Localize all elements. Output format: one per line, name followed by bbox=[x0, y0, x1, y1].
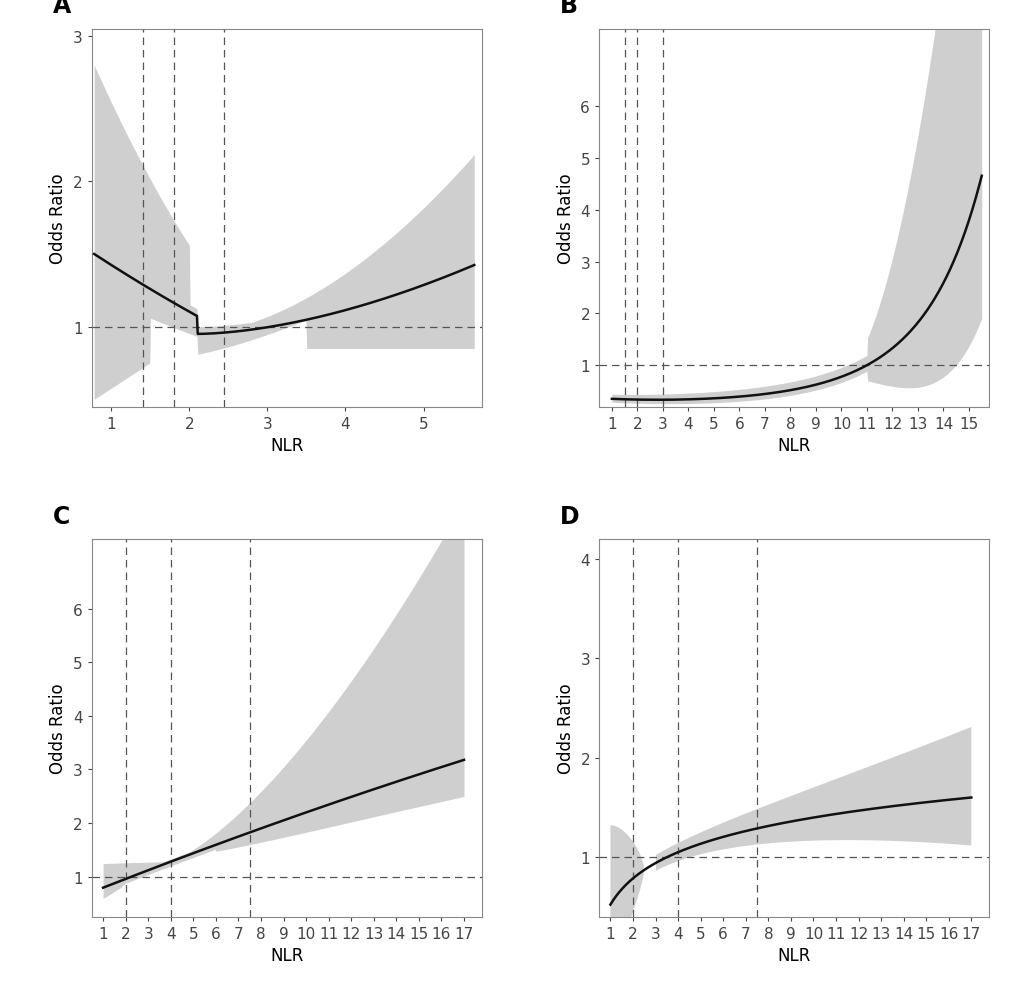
Text: C: C bbox=[53, 504, 70, 528]
Y-axis label: Odds Ratio: Odds Ratio bbox=[556, 174, 575, 263]
Y-axis label: Odds Ratio: Odds Ratio bbox=[49, 683, 67, 773]
Text: D: D bbox=[559, 504, 579, 528]
X-axis label: NLR: NLR bbox=[776, 947, 810, 964]
Text: B: B bbox=[559, 0, 578, 19]
X-axis label: NLR: NLR bbox=[270, 437, 304, 455]
X-axis label: NLR: NLR bbox=[270, 947, 304, 964]
Text: A: A bbox=[53, 0, 71, 19]
Y-axis label: Odds Ratio: Odds Ratio bbox=[556, 683, 575, 773]
X-axis label: NLR: NLR bbox=[776, 437, 810, 455]
Y-axis label: Odds Ratio: Odds Ratio bbox=[49, 174, 67, 263]
